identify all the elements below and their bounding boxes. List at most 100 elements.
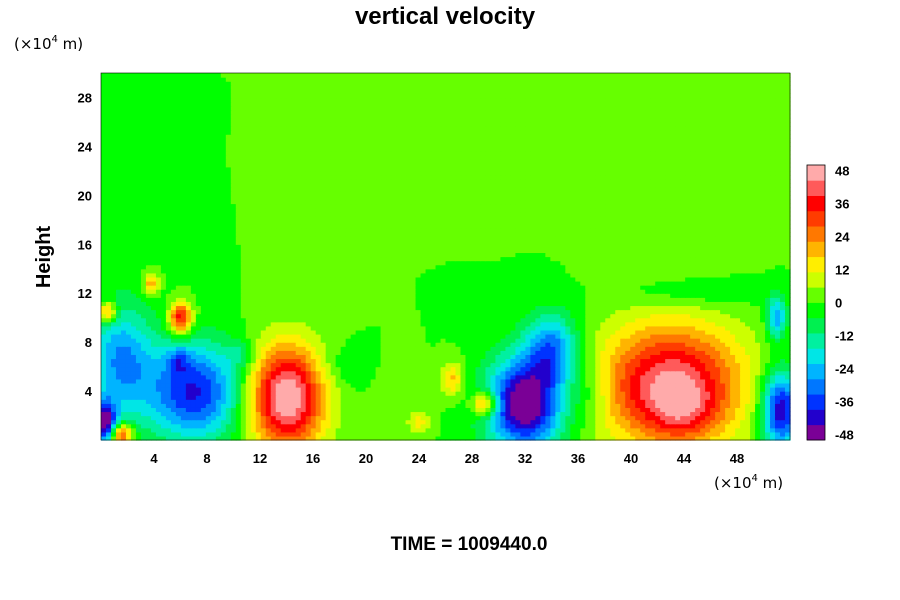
heatmap-cell <box>520 325 526 331</box>
heatmap-cell <box>785 317 791 323</box>
heatmap-cell <box>350 329 357 335</box>
heatmap-cell <box>580 321 586 327</box>
heatmap-cell <box>395 386 402 392</box>
heatmap-cell <box>115 301 122 307</box>
heatmap-cell <box>245 386 252 392</box>
heatmap-cell <box>375 386 382 392</box>
heatmap-cell <box>525 431 531 437</box>
heatmap-cell <box>250 317 257 323</box>
heatmap-cell <box>735 321 741 327</box>
heatmap-cell <box>455 395 462 400</box>
heatmap-cell <box>215 297 222 302</box>
heatmap-cell <box>335 297 342 302</box>
heatmap-cell <box>185 362 192 368</box>
heatmap-cell <box>720 366 726 372</box>
heatmap-cell <box>375 338 382 343</box>
heatmap-cell <box>330 309 337 315</box>
heatmap-cell <box>170 289 177 294</box>
heatmap-cell <box>760 321 766 327</box>
heatmap-cell <box>150 342 157 347</box>
heatmap-cell <box>565 378 571 384</box>
heatmap-cell <box>320 362 327 368</box>
heatmap-cell <box>395 329 402 335</box>
heatmap-cell <box>355 382 362 388</box>
heatmap-cell <box>210 419 217 425</box>
heatmap-cell <box>540 415 546 421</box>
heatmap-cell <box>295 354 302 360</box>
heatmap-cell <box>200 297 207 302</box>
heatmap-cell <box>185 301 192 307</box>
heatmap-cell <box>305 350 312 355</box>
heatmap-cell <box>765 338 771 343</box>
heatmap-cell <box>435 415 442 421</box>
heatmap-cell <box>430 354 437 360</box>
heatmap-cell <box>365 358 372 364</box>
heatmap-cell <box>625 297 631 302</box>
heatmap-cell <box>110 325 117 331</box>
heatmap-cell <box>365 338 372 343</box>
heatmap-cell <box>660 370 666 376</box>
heatmap-cell <box>610 321 616 327</box>
heatmap-cell <box>485 301 492 307</box>
heatmap-cell <box>300 427 307 433</box>
heatmap-cell <box>125 325 132 331</box>
heatmap-cell <box>690 386 696 392</box>
heatmap-cell <box>750 342 756 347</box>
heatmap-cell <box>575 411 581 417</box>
heatmap-cell <box>445 403 452 408</box>
heatmap-cell <box>140 374 147 380</box>
heatmap-cell <box>710 362 716 368</box>
heatmap-cell <box>595 346 601 351</box>
heatmap-cell <box>290 329 297 335</box>
heatmap-cell <box>485 382 492 388</box>
heatmap-cell <box>510 297 516 302</box>
heatmap-cell <box>450 297 457 302</box>
heatmap-cell <box>400 395 407 400</box>
heatmap-cell <box>740 403 746 408</box>
heatmap-cell <box>420 403 427 408</box>
heatmap-cell <box>720 350 726 355</box>
heatmap-cell <box>480 362 487 368</box>
heatmap-cell <box>440 333 447 339</box>
heatmap-cell <box>280 366 287 372</box>
heatmap-cell <box>180 293 187 298</box>
heatmap-cell <box>565 382 571 388</box>
heatmap-cell <box>580 313 586 319</box>
heatmap-cell <box>665 293 671 298</box>
heatmap-cell <box>230 350 237 355</box>
heatmap-cell <box>430 362 437 368</box>
heatmap-cell <box>185 382 192 388</box>
heatmap-cell <box>105 370 112 376</box>
heatmap-cell <box>580 395 586 400</box>
heatmap-cell <box>300 362 307 368</box>
heatmap-cell <box>410 354 417 360</box>
heatmap-cell <box>425 293 432 298</box>
heatmap-cell <box>485 386 492 392</box>
heatmap-cell <box>245 423 252 429</box>
heatmap-cell <box>580 427 586 433</box>
heatmap-cell <box>735 362 741 368</box>
heatmap-cell <box>765 354 771 360</box>
heatmap-cell <box>540 411 546 417</box>
heatmap-cell <box>455 407 462 413</box>
heatmap-cell <box>125 362 132 368</box>
heatmap-cell <box>465 411 472 417</box>
heatmap-cell <box>735 301 741 307</box>
heatmap-cell <box>525 309 531 315</box>
heatmap-cell <box>185 370 192 376</box>
heatmap-cell <box>705 293 711 298</box>
heatmap-cell <box>755 427 761 433</box>
heatmap-cell <box>705 297 711 302</box>
heatmap-cell <box>710 395 716 400</box>
heatmap-cell <box>515 301 521 307</box>
heatmap-cell <box>660 382 666 388</box>
heatmap-cell <box>370 325 377 331</box>
heatmap-cell <box>245 313 252 319</box>
heatmap-cell <box>175 329 182 335</box>
heatmap-cell <box>560 435 566 441</box>
heatmap-cell <box>765 415 771 421</box>
heatmap-cell <box>770 293 776 298</box>
heatmap-cell <box>260 309 267 315</box>
heatmap-cell <box>530 317 536 323</box>
heatmap-cell <box>620 435 626 441</box>
